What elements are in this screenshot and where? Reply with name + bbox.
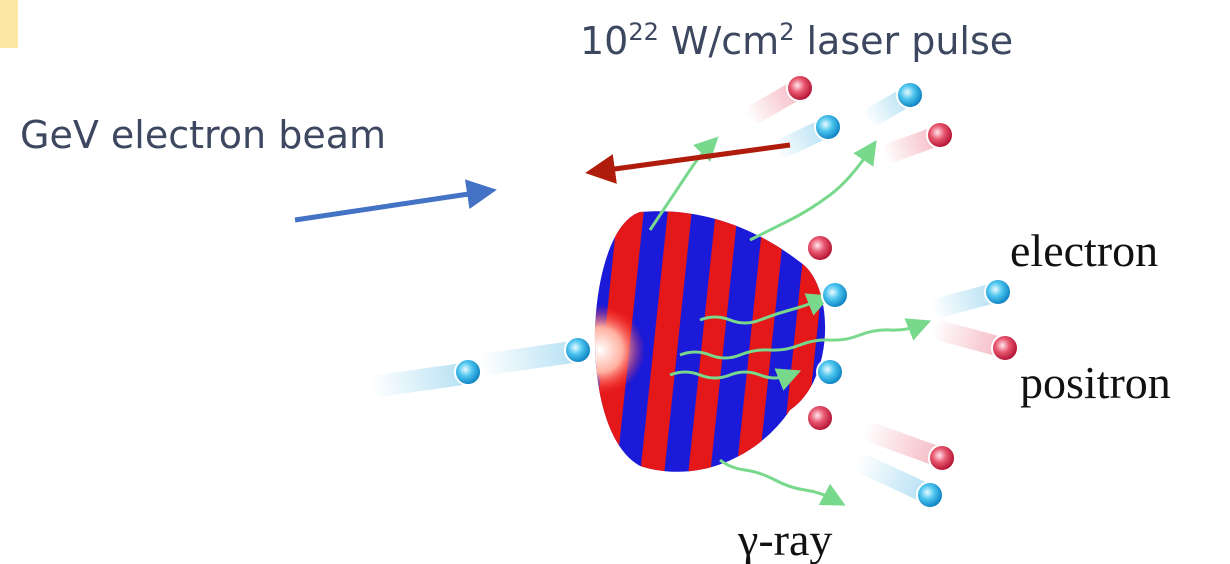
laser-unit-exponent: 2 bbox=[779, 18, 794, 46]
laser-intensity-exponent: 22 bbox=[628, 18, 659, 46]
laser-intensity-unit: W/cm bbox=[671, 19, 779, 63]
positron-label: positron bbox=[1020, 357, 1171, 408]
laser-label: 1022 W/cm2 laser pulse bbox=[580, 18, 1013, 63]
laser-arrow bbox=[600, 145, 790, 171]
gamma-label: γ-ray bbox=[737, 514, 832, 564]
electron-label: electron bbox=[1010, 225, 1158, 276]
beam-arrow bbox=[295, 192, 482, 220]
diagram: 1022 W/cm2 laser pulse GeV electron beam e… bbox=[0, 0, 1230, 564]
beam-label: GeV electron beam bbox=[20, 113, 386, 157]
laser-label-rest: laser pulse bbox=[806, 19, 1013, 63]
laser-intensity-base: 10 bbox=[580, 19, 628, 63]
corner-tab bbox=[0, 0, 18, 48]
